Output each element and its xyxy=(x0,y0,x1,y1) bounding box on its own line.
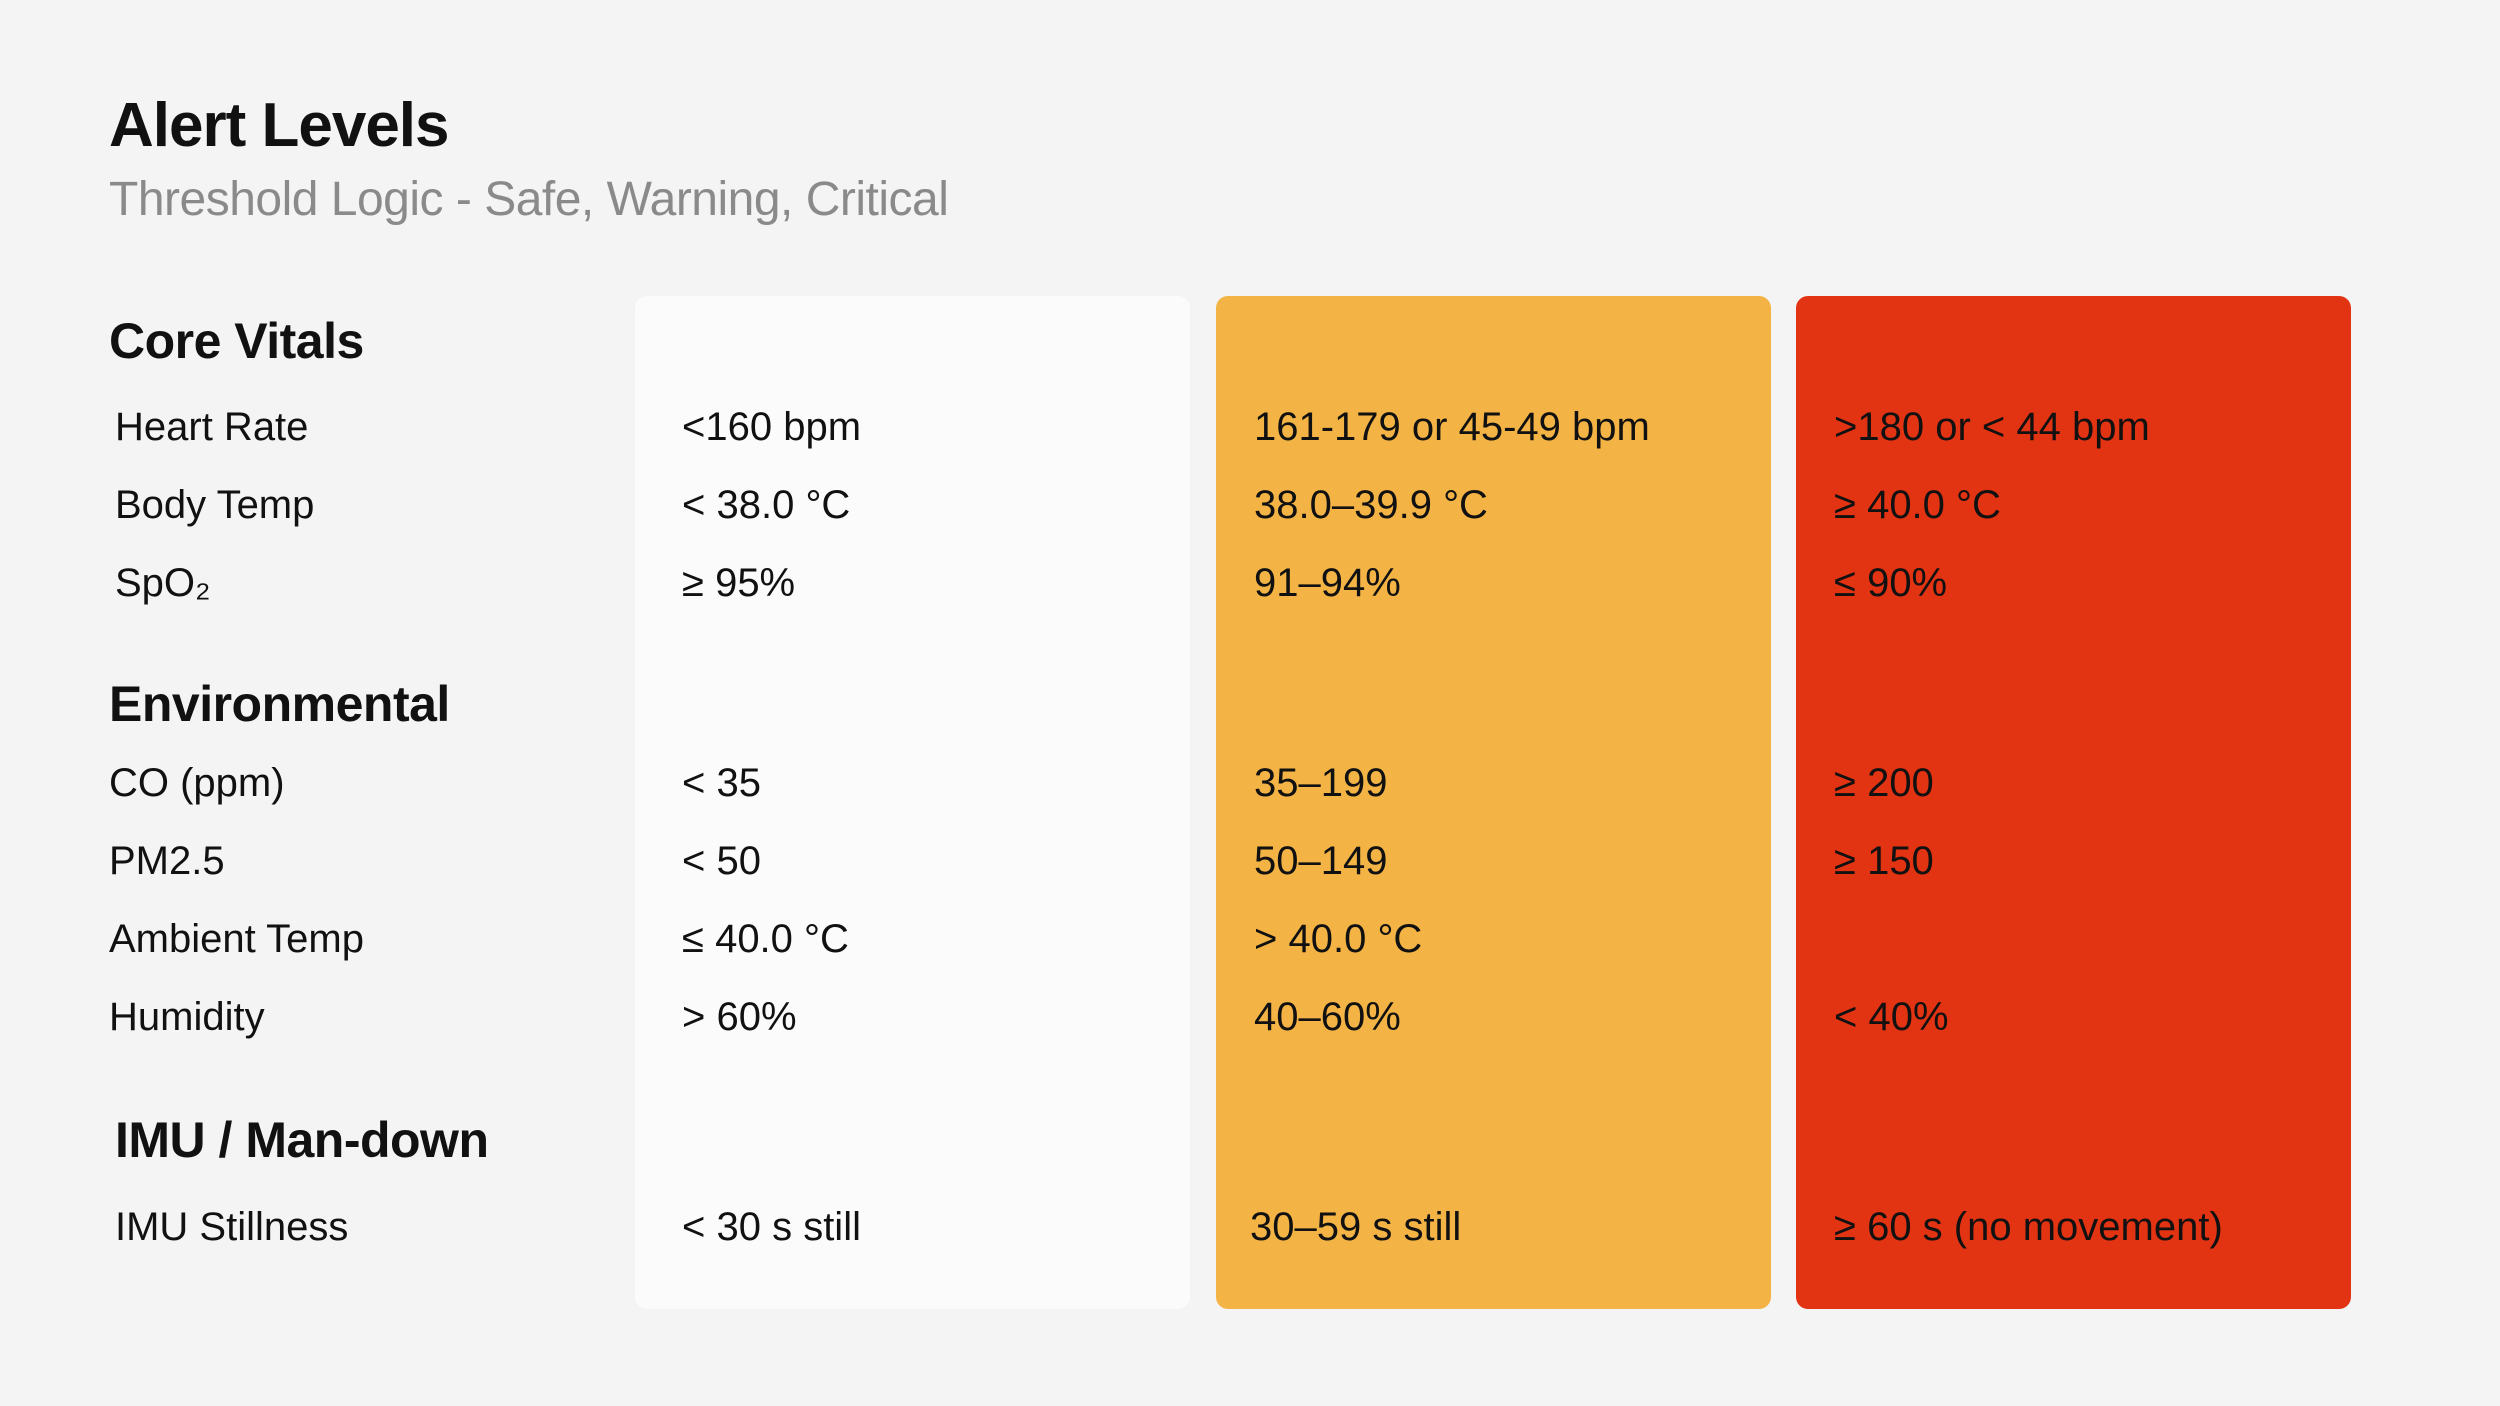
row-label-imu-stillness: IMU Stillness xyxy=(115,1205,349,1249)
row-label-ambient-temp: Ambient Temp xyxy=(109,917,364,961)
co-critical-value: ≥ 200 xyxy=(1834,761,1934,805)
safe-level-panel xyxy=(635,296,1190,1309)
row-label-humidity: Humidity xyxy=(109,995,265,1039)
row-label-body-temp: Body Temp xyxy=(115,483,315,527)
co-warning-value: 35–199 xyxy=(1254,761,1388,805)
row-label-pm25: PM2.5 xyxy=(109,839,225,883)
spo2-safe-value: ≥ 95% xyxy=(682,561,796,605)
section-title-imu: IMU / Man-down xyxy=(115,1112,489,1168)
imu-stillness-warning-value: 30–59 s still xyxy=(1250,1205,1462,1249)
body-temp-critical-value: ≥ 40.0 °C xyxy=(1834,483,2001,527)
section-title-core-vitals: Core Vitals xyxy=(109,313,364,369)
heart-rate-warning-value: 161-179 or 45-49 bpm xyxy=(1254,405,1650,449)
page-title: Alert Levels xyxy=(109,91,450,160)
spo2-critical-value: ≤ 90% xyxy=(1834,561,1948,605)
pm25-critical-value: ≥ 150 xyxy=(1834,839,1934,883)
ambient-temp-warning-value: > 40.0 °C xyxy=(1254,917,1423,961)
row-label-heart-rate: Heart Rate xyxy=(115,405,309,449)
pm25-warning-value: 50–149 xyxy=(1254,839,1388,883)
spo2-warning-value: 91–94% xyxy=(1254,561,1401,605)
co-safe-value: < 35 xyxy=(682,761,761,805)
humidity-warning-value: 40–60% xyxy=(1254,995,1401,1039)
heart-rate-safe-value: <160 bpm xyxy=(682,405,862,449)
row-label-co: CO (ppm) xyxy=(109,761,285,805)
page-subtitle: Threshold Logic - Safe, Warning, Critica… xyxy=(109,173,949,226)
body-temp-warning-value: 38.0–39.9 °C xyxy=(1254,483,1488,527)
pm25-safe-value: < 50 xyxy=(682,839,761,883)
section-title-environmental: Environmental xyxy=(109,676,450,732)
heart-rate-critical-value: >180 or < 44 bpm xyxy=(1834,405,2150,449)
critical-level-panel xyxy=(1796,296,2351,1309)
imu-stillness-safe-value: < 30 s still xyxy=(682,1205,861,1249)
humidity-critical-value: < 40% xyxy=(1834,995,1949,1039)
ambient-temp-safe-value: ≤ 40.0 °C xyxy=(682,917,849,961)
humidity-safe-value: > 60% xyxy=(682,995,797,1039)
row-label-spo2: SpO₂ xyxy=(115,561,211,605)
warning-level-panel xyxy=(1216,296,1771,1309)
imu-stillness-critical-value: ≥ 60 s (no movement) xyxy=(1834,1205,2223,1249)
body-temp-safe-value: < 38.0 °C xyxy=(682,483,851,527)
